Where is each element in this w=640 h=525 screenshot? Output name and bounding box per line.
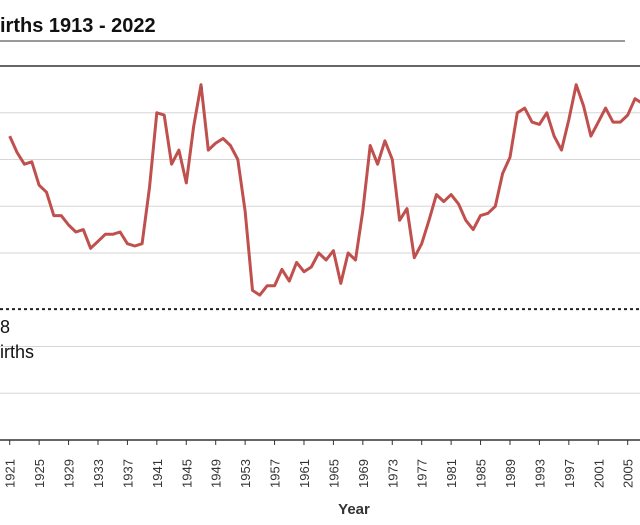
- x-tick-label: 2005: [621, 459, 636, 488]
- x-tick-label: 1921: [3, 459, 18, 488]
- series-group: [8, 83, 640, 297]
- chart-title: irths 1913 - 2022: [0, 15, 156, 37]
- stray-dot: [201, 87, 203, 89]
- x-tick-label: 1969: [356, 459, 371, 488]
- x-tick-label: 1985: [474, 459, 489, 488]
- x-tick-label: 1989: [503, 459, 518, 488]
- x-tick-label: 1997: [562, 459, 577, 488]
- x-tick-label: 1957: [268, 459, 283, 488]
- x-tick-label: 1953: [238, 459, 253, 488]
- x-tick-label: 1941: [150, 459, 165, 488]
- x-axis-title: Year: [338, 501, 370, 518]
- x-tick-label: 1949: [209, 459, 224, 488]
- x-tick-label: 1965: [326, 459, 341, 488]
- x-tick-label: 1933: [91, 459, 106, 488]
- x-tick-label: 1925: [32, 459, 47, 488]
- x-tick-label: 2001: [591, 459, 606, 488]
- x-axis-ticks: 1921 1925 1929 1933 1937 1941 1945 1949 1953 1957…: [3, 440, 636, 488]
- plot-frame: [0, 65, 640, 441]
- x-tick-label: 1973: [385, 459, 400, 488]
- x-tick-label: 1945: [179, 459, 194, 488]
- x-tick-label: 1937: [120, 459, 135, 488]
- x-tick-label: 1981: [444, 459, 459, 488]
- series-line-births: [8, 83, 640, 297]
- annotation-line-1: 8: [0, 317, 10, 337]
- annotation-line-2: irths: [0, 342, 34, 362]
- x-tick-label: 1993: [532, 459, 547, 488]
- x-tick-label: 1977: [415, 459, 430, 488]
- x-tick-label: 1929: [62, 459, 77, 488]
- x-tick-label: 1961: [297, 459, 312, 488]
